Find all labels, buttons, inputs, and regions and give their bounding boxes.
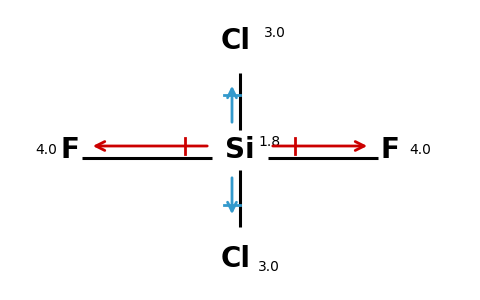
Text: 1.8: 1.8 [258, 135, 280, 149]
Text: F: F [60, 136, 79, 164]
Text: 3.0: 3.0 [264, 26, 286, 40]
Text: Si: Si [225, 136, 255, 164]
Text: Cl: Cl [221, 27, 251, 55]
Text: 4.0: 4.0 [409, 143, 431, 157]
Text: F: F [381, 136, 399, 164]
Text: 3.0: 3.0 [258, 260, 280, 274]
Text: Cl: Cl [221, 245, 251, 273]
Text: 4.0: 4.0 [35, 143, 57, 157]
